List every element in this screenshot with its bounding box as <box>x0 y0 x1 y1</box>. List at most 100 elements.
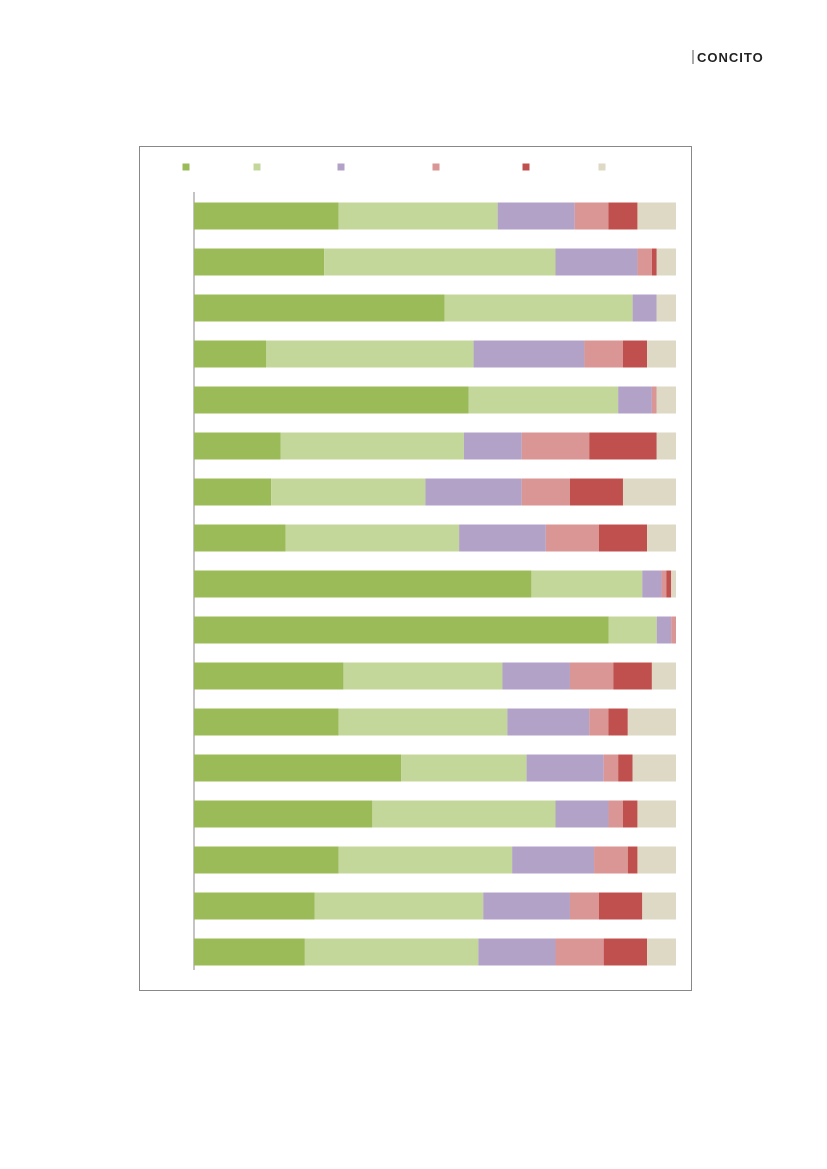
bar-segment <box>194 800 373 828</box>
bar-segment <box>194 892 315 920</box>
bar-segment <box>627 708 676 736</box>
bar-segment <box>555 800 609 828</box>
bar-segment <box>584 340 623 368</box>
bar-segment <box>647 938 676 966</box>
bar-segment <box>661 570 667 598</box>
bar-segment <box>569 892 599 920</box>
bar-segment <box>194 708 339 736</box>
bar-segment <box>444 294 633 322</box>
bar-segment <box>194 524 286 552</box>
bar-segment <box>613 662 652 690</box>
bar-segment <box>314 892 484 920</box>
bar-segment <box>555 938 604 966</box>
bar-segment <box>194 478 272 506</box>
bar-segment <box>304 938 479 966</box>
legend-swatch <box>182 163 190 171</box>
bar-segment <box>637 202 676 230</box>
bar-segment <box>545 524 599 552</box>
legend-swatch <box>598 163 606 171</box>
bar-segment <box>671 570 676 598</box>
bar-segment <box>671 616 676 644</box>
bar-segment <box>651 248 657 276</box>
bar-segment <box>569 662 614 690</box>
bar-segment <box>285 524 460 552</box>
legend-swatch <box>337 163 345 171</box>
bar-segment <box>642 892 676 920</box>
bar-segment <box>338 708 508 736</box>
bar-segment <box>656 386 676 414</box>
bar-segment <box>637 800 676 828</box>
bar-segment <box>598 892 643 920</box>
bar-segment <box>574 202 609 230</box>
bar-segment <box>324 248 556 276</box>
bar-segment <box>656 248 676 276</box>
logo: CONCITO <box>697 50 764 65</box>
bar-segment <box>266 340 474 368</box>
bar-segment <box>194 294 445 322</box>
bar-segment <box>598 524 648 552</box>
bar-segment <box>521 478 570 506</box>
bar-segment <box>589 708 609 736</box>
bar-segment <box>608 708 628 736</box>
bar-segment <box>608 800 623 828</box>
bar-segment <box>463 432 522 460</box>
bar-segment <box>401 754 527 782</box>
legend-swatch <box>432 163 440 171</box>
bar-segment <box>656 432 676 460</box>
bar-segment <box>622 478 676 506</box>
bar-segment <box>622 340 648 368</box>
plot <box>182 163 676 966</box>
bar-segment <box>194 248 325 276</box>
bar-segment <box>666 570 672 598</box>
bar-segment <box>502 662 570 690</box>
bar-segment <box>622 800 638 828</box>
bar-segment <box>271 478 426 506</box>
bar-segment <box>338 202 498 230</box>
bar-segment <box>526 754 604 782</box>
bar-segment <box>459 524 546 552</box>
bar-segment <box>589 432 657 460</box>
bar-segment <box>425 478 522 506</box>
bar-segment <box>343 662 503 690</box>
bar-segment <box>637 846 676 874</box>
bar-segment <box>194 202 339 230</box>
bar-segment <box>637 248 652 276</box>
bar-segment <box>555 248 638 276</box>
bar-segment <box>194 432 281 460</box>
bar-segment <box>194 662 344 690</box>
bar-segment <box>656 294 676 322</box>
bar-segment <box>594 846 628 874</box>
bar-segment <box>531 570 643 598</box>
bar-segment <box>603 754 619 782</box>
bar-segment <box>647 340 676 368</box>
bar-segment <box>608 202 638 230</box>
bar-segment <box>338 846 513 874</box>
bar-segment <box>656 616 672 644</box>
bar-segment <box>512 846 595 874</box>
bar-segment <box>507 708 590 736</box>
bar-segment <box>632 294 657 322</box>
bar-segment <box>651 386 657 414</box>
bar-segment <box>647 524 676 552</box>
bar-segment <box>483 892 570 920</box>
bar-segment <box>651 662 676 690</box>
legend-swatch <box>253 163 261 171</box>
bar-segment <box>618 386 652 414</box>
bar-segment <box>194 616 609 644</box>
bar-segment <box>618 754 633 782</box>
bar-segment <box>497 202 575 230</box>
bar-segment <box>194 570 532 598</box>
bar-segment <box>473 340 585 368</box>
bar-segment <box>194 846 339 874</box>
bar-segment <box>569 478 623 506</box>
bar-segment <box>194 340 267 368</box>
bar-segment <box>194 938 305 966</box>
bar-segment <box>608 616 657 644</box>
bar-segment <box>478 938 556 966</box>
bar-segment <box>603 938 648 966</box>
bar-segment <box>280 432 464 460</box>
bar-segment <box>627 846 638 874</box>
bar-segment <box>194 386 469 414</box>
bar-segment <box>468 386 619 414</box>
